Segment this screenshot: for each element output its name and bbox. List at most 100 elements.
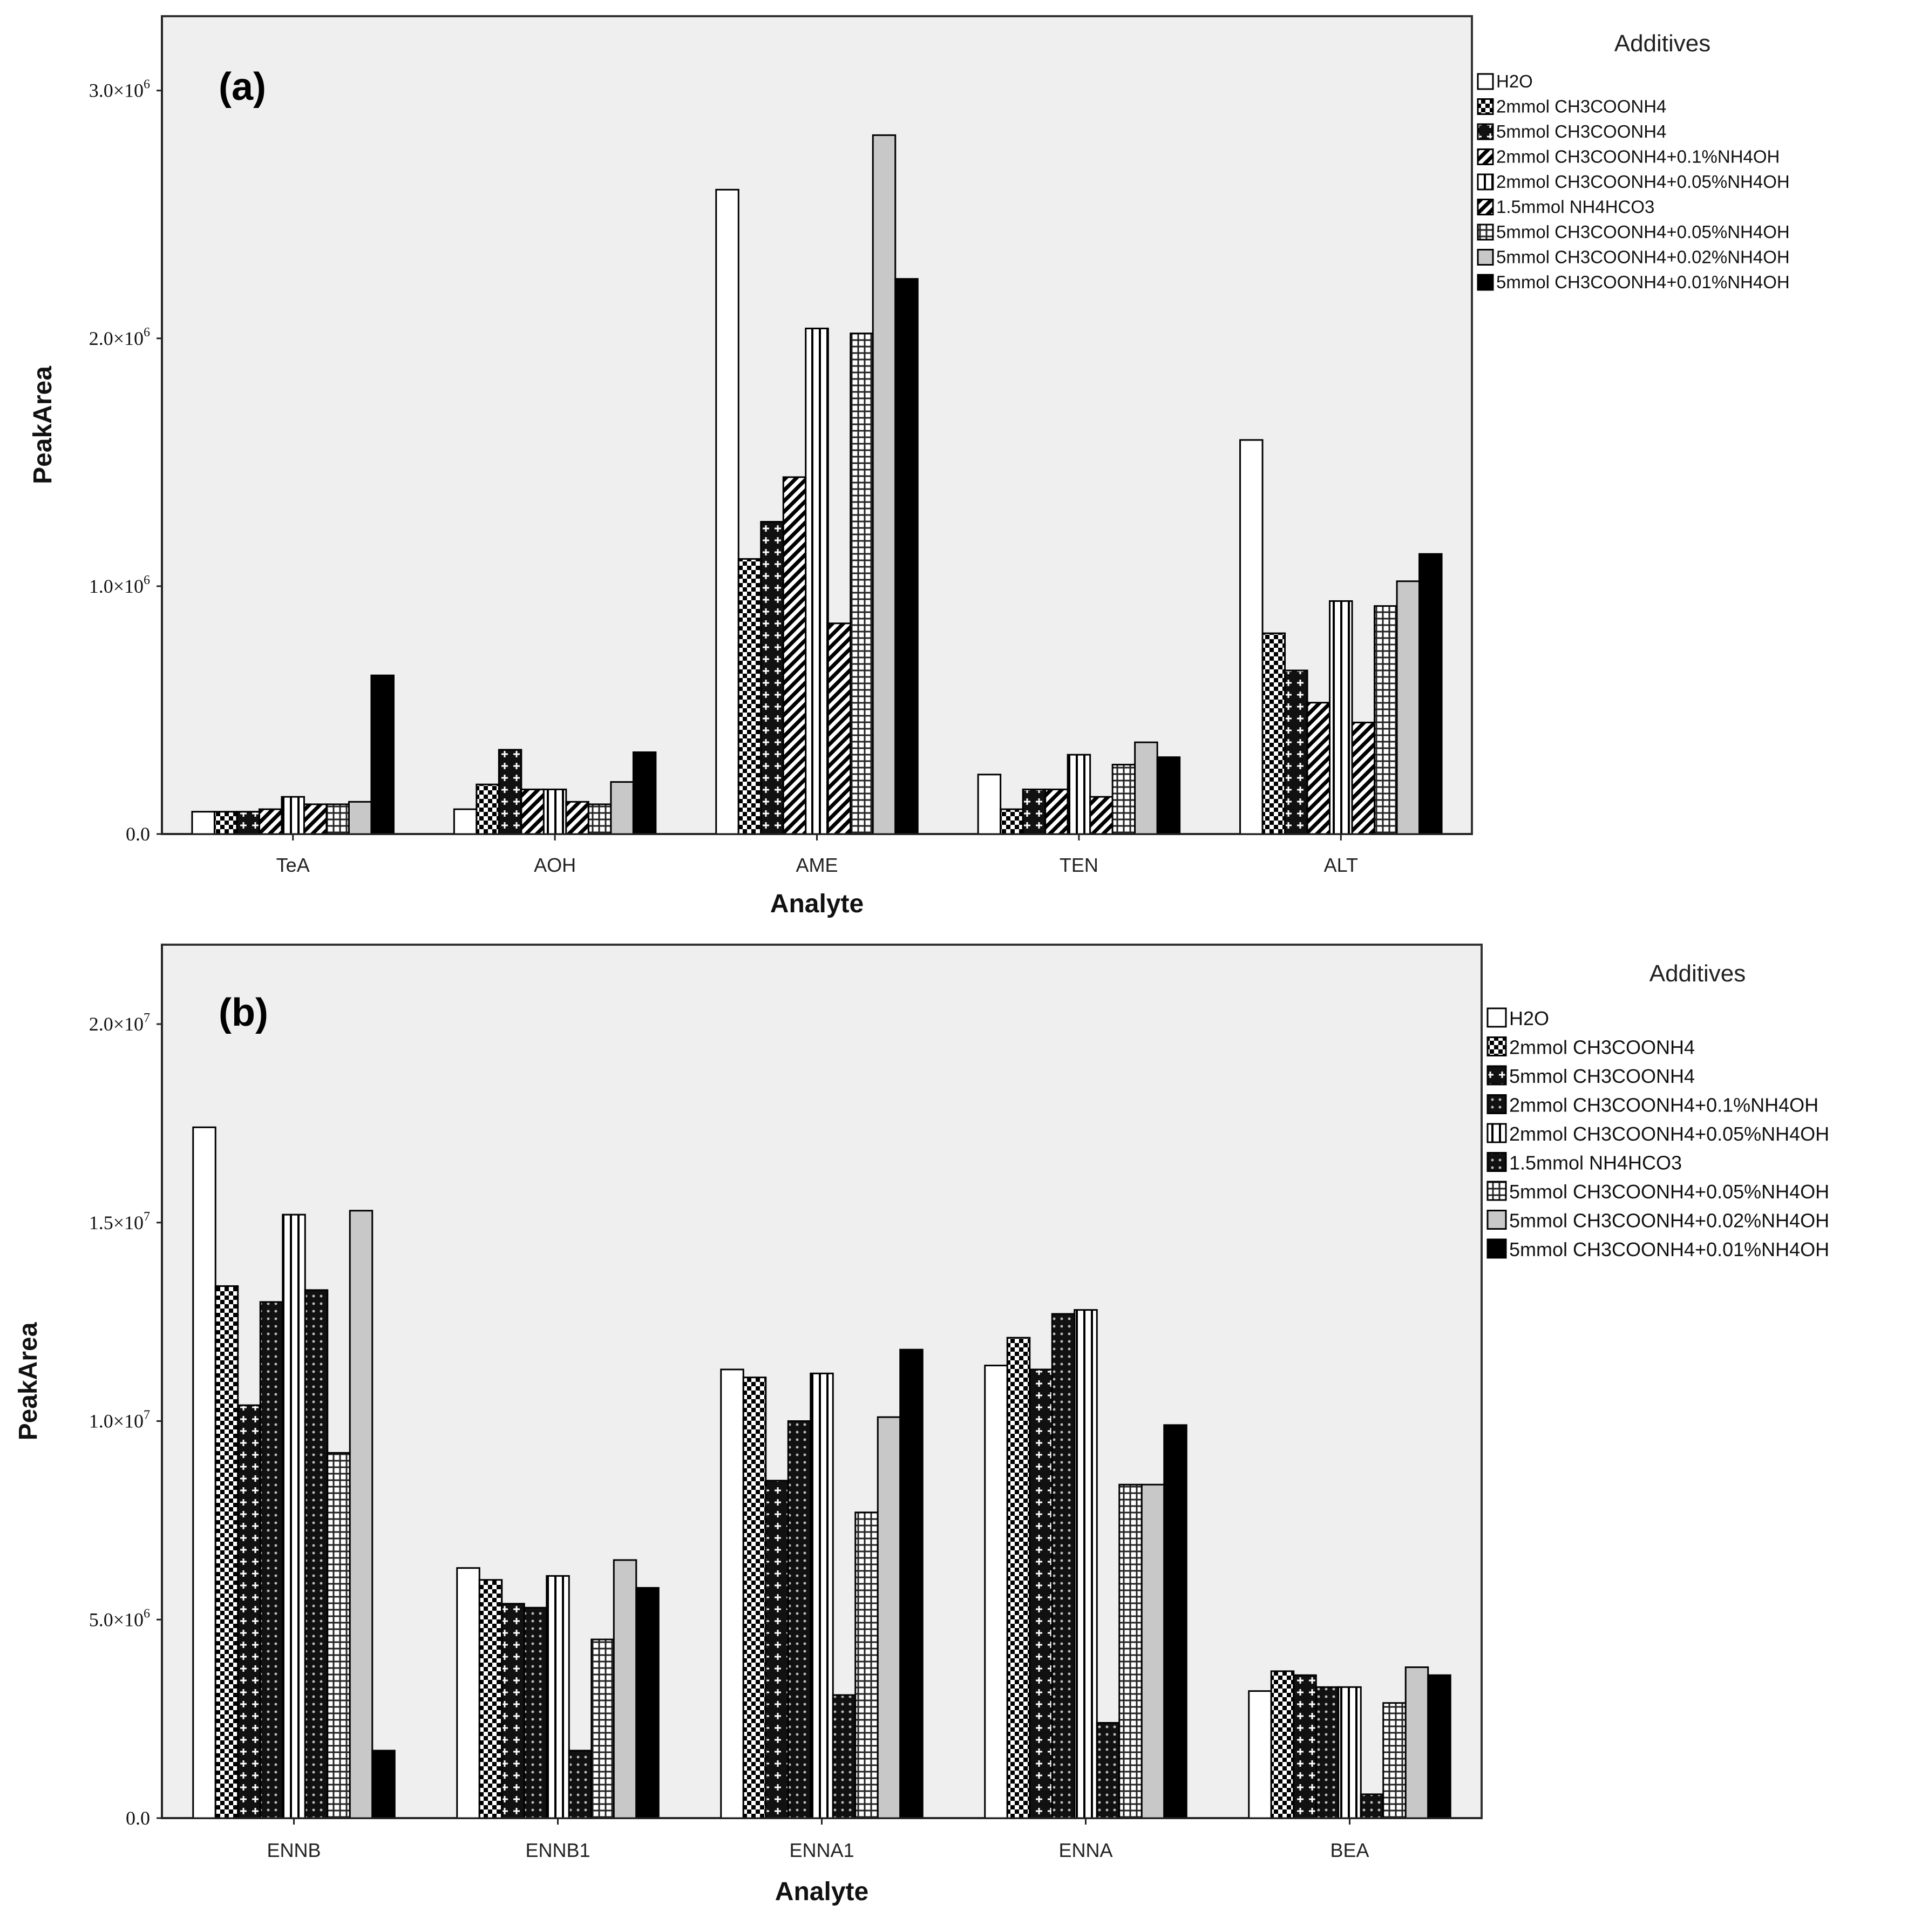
x-tick-label-bea: BEA — [1330, 1839, 1369, 1861]
bar-ten-h2o — [977, 774, 1002, 835]
bar-enna-h2o — [984, 1365, 1008, 1819]
bar-aoh-5mmol-ch3coonh4-0-02-nh4oh — [610, 781, 634, 835]
bar-ten-5mmol-ch3coonh4-0-01-nh4oh — [1156, 756, 1181, 835]
bar-bea-5mmol-ch3coonh4-0-02-nh4oh — [1404, 1666, 1429, 1819]
bar-enna-5mmol-ch3coonh4-0-01-nh4oh — [1163, 1424, 1187, 1819]
legend-label: H2O — [1496, 71, 1533, 91]
y-tick-label: 5.0×106 — [89, 1606, 150, 1630]
bar-ennb1-5mmol-ch3coonh4-0-05-nh4oh — [590, 1638, 615, 1819]
bar-ennb-1-5mmol-nh4hco3 — [304, 1289, 329, 1819]
y-tick-times: ×10 — [113, 1212, 144, 1233]
legend-swatch-5mmol-ch3coonh4 — [1477, 123, 1494, 140]
bar-ten-2mmol-ch3coonh4-0-1-nh4oh — [1044, 788, 1069, 835]
bar-ten-5mmol-ch3coonh4 — [1022, 788, 1047, 835]
bar-ennb-5mmol-ch3coonh4-0-02-nh4oh — [349, 1210, 374, 1819]
bar-enna-1-5mmol-nh4hco3 — [1096, 1721, 1121, 1819]
y-tick-label: 2.0×106 — [89, 326, 150, 349]
y-axis-title: PeakArea — [14, 1322, 43, 1440]
bar-ennb1-1-5mmol-nh4hco3 — [568, 1750, 593, 1819]
legend-swatch-5mmol-ch3coonh4-0-02-nh4oh — [1477, 249, 1494, 266]
bar-bea-5mmol-ch3coonh4 — [1293, 1674, 1317, 1819]
legend-swatch-5mmol-ch3coonh4-0-01-nh4oh — [1486, 1238, 1507, 1259]
bar-ame-5mmol-ch3coonh4-0-02-nh4oh — [872, 134, 897, 835]
bar-ennb-5mmol-ch3coonh4-0-01-nh4oh — [371, 1750, 396, 1819]
legend-label: 1.5mmol NH4HCO3 — [1496, 197, 1654, 217]
y-tick-mantissa: 0.0 — [126, 1807, 150, 1829]
bar-bea-5mmol-ch3coonh4-0-05-nh4oh — [1382, 1702, 1407, 1819]
bar-aoh-2mmol-ch3coonh4-0-05-nh4oh — [542, 788, 567, 835]
x-axis-title: Analyte — [775, 1877, 868, 1906]
legend-swatch-5mmol-ch3coonh4 — [1486, 1065, 1507, 1086]
bar-enna1-2mmol-ch3coonh4 — [742, 1377, 767, 1819]
x-tick-label-ame: AME — [796, 854, 838, 876]
y-tick-mantissa: 1.0 — [89, 1411, 113, 1432]
legend-swatch-2mmol-ch3coonh4 — [1477, 98, 1494, 115]
bar-bea-5mmol-ch3coonh4-0-01-nh4oh — [1427, 1674, 1451, 1819]
bar-aoh-5mmol-ch3coonh4 — [498, 749, 522, 835]
bar-tea-2mmol-ch3coonh4 — [213, 811, 238, 835]
bar-ten-1-5mmol-nh4hco3 — [1089, 796, 1114, 835]
x-tick-label-ennb1: ENNB1 — [525, 1839, 590, 1861]
bar-ennb-h2o — [192, 1126, 216, 1819]
y-tick-times: ×10 — [113, 1013, 144, 1035]
y-tick-label: 3.0×106 — [89, 78, 150, 101]
bar-alt-5mmol-ch3coonh4-0-01-nh4oh — [1418, 553, 1443, 835]
bar-ten-5mmol-ch3coonh4-0-02-nh4oh — [1134, 741, 1158, 835]
x-tick-label-ten: TEN — [1060, 854, 1098, 876]
legend-swatch-h2o — [1486, 1007, 1507, 1028]
bar-tea-h2o — [191, 811, 215, 835]
y-tick-mantissa: 1.0 — [89, 575, 113, 597]
x-tick-label-alt: ALT — [1324, 854, 1358, 876]
y-tick-mantissa: 2.0 — [89, 1013, 113, 1035]
legend-swatch-2mmol-ch3coonh4-0-1-nh4oh — [1477, 148, 1494, 165]
y-tick-exponent: 7 — [144, 1011, 150, 1025]
bar-ennb-2mmol-ch3coonh4 — [214, 1285, 239, 1819]
y-tick-times: ×10 — [113, 1609, 144, 1630]
bar-enna1-h2o — [720, 1368, 744, 1819]
legend-swatch-2mmol-ch3coonh4 — [1486, 1036, 1507, 1056]
y-tick-exponent: 7 — [144, 1210, 150, 1224]
panel-label: (b) — [219, 991, 268, 1034]
bar-enna-2mmol-ch3coonh4 — [1006, 1337, 1031, 1819]
bar-tea-1-5mmol-nh4hco3 — [303, 803, 328, 835]
bar-bea-1-5mmol-nh4hco3 — [1360, 1793, 1384, 1819]
bar-ame-2mmol-ch3coonh4-0-05-nh4oh — [805, 327, 829, 835]
bar-tea-2mmol-ch3coonh4-0-1-nh4oh — [258, 808, 283, 835]
legend-label: 1.5mmol NH4HCO3 — [1509, 1152, 1682, 1174]
legend-label: 2mmol CH3COONH4 — [1509, 1036, 1695, 1059]
bar-enna1-5mmol-ch3coonh4-0-01-nh4oh — [899, 1348, 924, 1819]
y-tick-label: 0.0 — [126, 1807, 150, 1829]
bar-ten-5mmol-ch3coonh4-0-05-nh4oh — [1111, 763, 1136, 835]
bar-alt-5mmol-ch3coonh4-0-05-nh4oh — [1374, 605, 1398, 835]
bar-ennb1-2mmol-ch3coonh4 — [478, 1579, 503, 1819]
legend-label: 5mmol CH3COONH4+0.05%NH4OH — [1509, 1181, 1829, 1203]
panel-label: (a) — [219, 65, 266, 109]
bar-enna-2mmol-ch3coonh4-0-05-nh4oh — [1074, 1309, 1098, 1819]
bar-enna1-5mmol-ch3coonh4 — [765, 1480, 789, 1819]
bar-ennb-2mmol-ch3coonh4-0-1-nh4oh — [259, 1301, 284, 1819]
legend-swatch-5mmol-ch3coonh4-0-05-nh4oh — [1486, 1181, 1507, 1201]
legend-label: 2mmol CH3COONH4+0.1%NH4OH — [1496, 147, 1780, 167]
bar-alt-2mmol-ch3coonh4-0-1-nh4oh — [1306, 702, 1331, 835]
legend-label: 5mmol CH3COONH4+0.05%NH4OH — [1496, 222, 1790, 242]
bar-ten-2mmol-ch3coonh4 — [1000, 808, 1024, 835]
bar-bea-h2o — [1248, 1690, 1272, 1819]
y-tick-mantissa: 0.0 — [126, 823, 150, 845]
legend: Additives H2O 2mmol CH3COONH4 5mmol CH3COON… — [1477, 30, 1790, 292]
bar-ame-1-5mmol-nh4hco3 — [827, 622, 852, 835]
y-tick-label: 0.0 — [126, 823, 150, 845]
bar-ennb1-5mmol-ch3coonh4-0-01-nh4oh — [635, 1587, 660, 1819]
bar-aoh-2mmol-ch3coonh4-0-1-nh4oh — [520, 788, 545, 835]
legend-label: 5mmol CH3COONH4+0.02%NH4OH — [1509, 1210, 1829, 1232]
bar-ame-5mmol-ch3coonh4-0-05-nh4oh — [850, 333, 874, 835]
legend-swatch-5mmol-ch3coonh4-0-01-nh4oh — [1477, 274, 1494, 291]
x-tick-label-tea: TeA — [276, 854, 310, 876]
x-axis-title: Analyte — [770, 890, 864, 918]
y-tick-label: 1.0×106 — [89, 573, 150, 597]
bar-enna1-1-5mmol-nh4hco3 — [832, 1694, 857, 1819]
bar-enna1-2mmol-ch3coonh4-0-1-nh4oh — [787, 1420, 812, 1819]
y-tick-mantissa: 3.0 — [89, 80, 113, 101]
